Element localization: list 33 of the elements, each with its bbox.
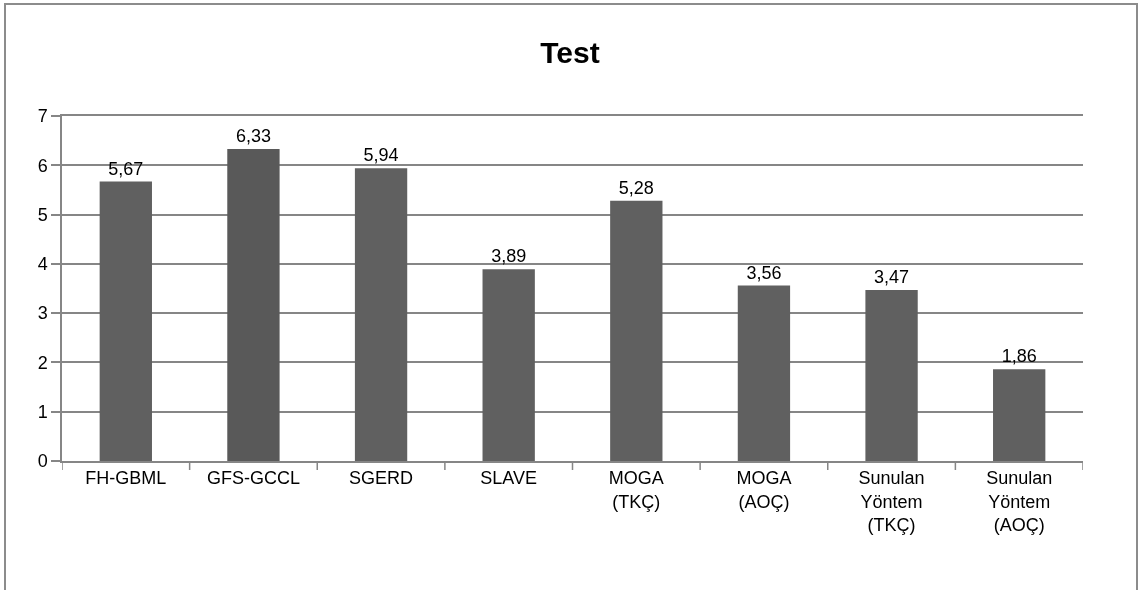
x-tick-label: SLAVE — [480, 468, 538, 489]
bar — [993, 369, 1046, 461]
x-tick-label: SGERD — [349, 468, 414, 489]
data-label: 3,89 — [491, 246, 527, 267]
chart-title: Test — [540, 35, 600, 69]
y-tick-label: 5 — [37, 204, 48, 225]
y-tick-label: 2 — [37, 352, 48, 373]
data-label: 3,47 — [874, 266, 910, 287]
x-tick-label: Sunulan Yöntem (TKÇ) — [858, 468, 925, 536]
bar — [737, 285, 791, 461]
data-label: 5,28 — [618, 177, 654, 198]
bar — [610, 200, 663, 461]
y-tick-label: 3 — [37, 303, 48, 324]
data-label: 5,67 — [108, 158, 144, 179]
bar — [227, 149, 280, 461]
x-tick-label: MOGA (AOÇ) — [736, 468, 792, 512]
data-label: 6,33 — [235, 126, 271, 147]
y-tick-label: 0 — [37, 451, 48, 472]
data-label: 5,94 — [363, 145, 399, 166]
y-tick-label: 7 — [37, 106, 48, 127]
x-tick-label: FH-GBML — [85, 468, 167, 489]
y-tick-label: 6 — [37, 155, 48, 176]
x-tick-label: GFS-GCCL — [206, 468, 300, 489]
x-tick-label: Sunulan Yöntem (AOÇ) — [986, 468, 1053, 536]
x-tick-label: MOGA (TKÇ) — [608, 468, 664, 512]
bar — [99, 181, 152, 461]
bar — [865, 289, 918, 461]
bar — [482, 269, 535, 461]
y-tick-label: 1 — [37, 402, 48, 423]
bar — [354, 168, 408, 461]
data-label: 1,86 — [1001, 346, 1037, 367]
y-tick-label: 4 — [37, 254, 48, 275]
data-label: 3,56 — [746, 262, 782, 283]
